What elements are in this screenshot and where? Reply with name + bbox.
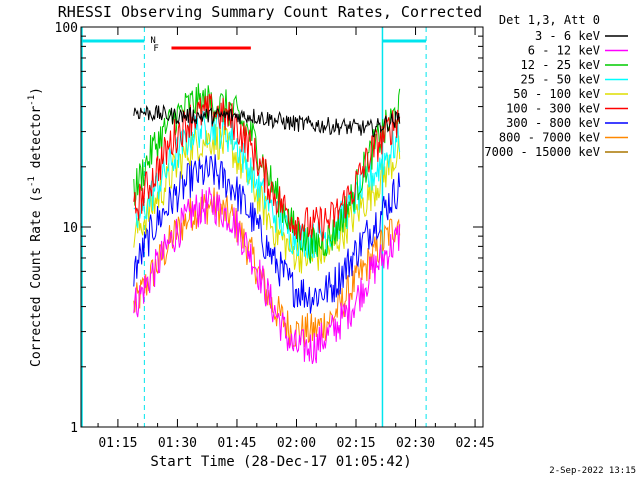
legend-label: 7000 - 15000 keV bbox=[484, 145, 600, 159]
night-label: N bbox=[150, 36, 155, 46]
x-axis: 01:15 01:30 01:45 02:00 02:15 02:30 02:45 bbox=[97, 27, 495, 451]
series-line bbox=[133, 154, 401, 314]
series-line bbox=[133, 104, 401, 138]
legend-label: 12 - 25 keV bbox=[521, 58, 600, 72]
x-tick-label: 02:45 bbox=[455, 436, 494, 451]
y-axis: 1 10 100 bbox=[55, 21, 483, 436]
legend-label: 6 - 12 keV bbox=[528, 44, 600, 58]
y-tick-label: 1 bbox=[70, 421, 78, 436]
legend-label: 50 - 100 keV bbox=[513, 87, 600, 101]
x-tick-label: 02:15 bbox=[336, 436, 375, 451]
series-line bbox=[133, 110, 401, 259]
x-axis-label: Start Time (28-Dec-17 01:05:42) bbox=[150, 454, 411, 470]
y-tick-label: 100 bbox=[55, 21, 78, 36]
legend-header: Det 1,3, Att 0 bbox=[499, 13, 600, 27]
x-tick-label: 01:30 bbox=[158, 436, 197, 451]
chart-title: RHESSI Observing Summary Count Rates, Co… bbox=[58, 3, 482, 21]
x-tick-label: 02:30 bbox=[396, 436, 435, 451]
series-line bbox=[133, 187, 401, 365]
x-tick-label: 02:00 bbox=[277, 436, 316, 451]
y-tick-label: 10 bbox=[62, 221, 78, 236]
legend-label: 100 - 300 keV bbox=[506, 102, 600, 116]
flare-label: F bbox=[153, 44, 158, 54]
x-tick-label: 01:45 bbox=[217, 436, 256, 451]
legend-label: 800 - 7000 keV bbox=[499, 131, 600, 145]
plot-area: NF bbox=[81, 27, 427, 427]
series-line bbox=[133, 93, 401, 242]
legend-label: 3 - 6 keV bbox=[535, 29, 600, 43]
x-tick-label: 01:15 bbox=[98, 436, 137, 451]
timestamp: 2-Sep-2022 13:15 bbox=[549, 466, 636, 476]
series-line bbox=[133, 187, 401, 349]
legend-label: 300 - 800 keV bbox=[506, 116, 600, 130]
y-axis-label: Corrected Count Rate (s-1 detector-1) bbox=[27, 87, 44, 367]
legend-label: 25 - 50 keV bbox=[521, 73, 600, 87]
